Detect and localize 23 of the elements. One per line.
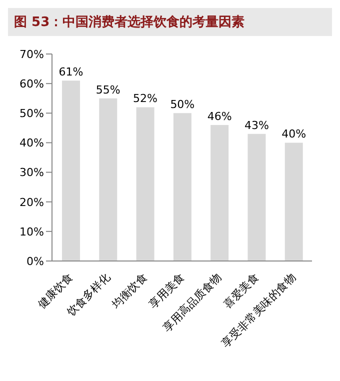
bar [173, 113, 192, 261]
bar [210, 124, 229, 261]
data-label: 50% [170, 98, 195, 112]
data-label: 46% [207, 110, 232, 123]
data-label: 43% [244, 118, 269, 132]
y-tick-label: 40% [20, 136, 44, 150]
data-label: 61% [58, 66, 84, 79]
bar [284, 142, 303, 261]
y-tick-label: 50% [20, 107, 44, 120]
data-label: 40% [282, 128, 306, 141]
y-tick-label: 0% [26, 254, 44, 268]
chart-title: 图 53：中国消费者选择饮食的考量因素 [8, 8, 332, 36]
y-tick-label: 30% [20, 166, 44, 180]
y-tick-label: 70% [20, 48, 44, 61]
y-tick-label: 60% [20, 77, 44, 90]
bar [99, 98, 118, 261]
y-tick-label: 10% [20, 225, 44, 238]
bar [62, 80, 80, 261]
y-tick-label: 20% [20, 196, 44, 209]
bar [136, 107, 154, 261]
data-label: 52% [133, 92, 158, 106]
data-label: 55% [96, 83, 120, 96]
bar [248, 134, 266, 261]
